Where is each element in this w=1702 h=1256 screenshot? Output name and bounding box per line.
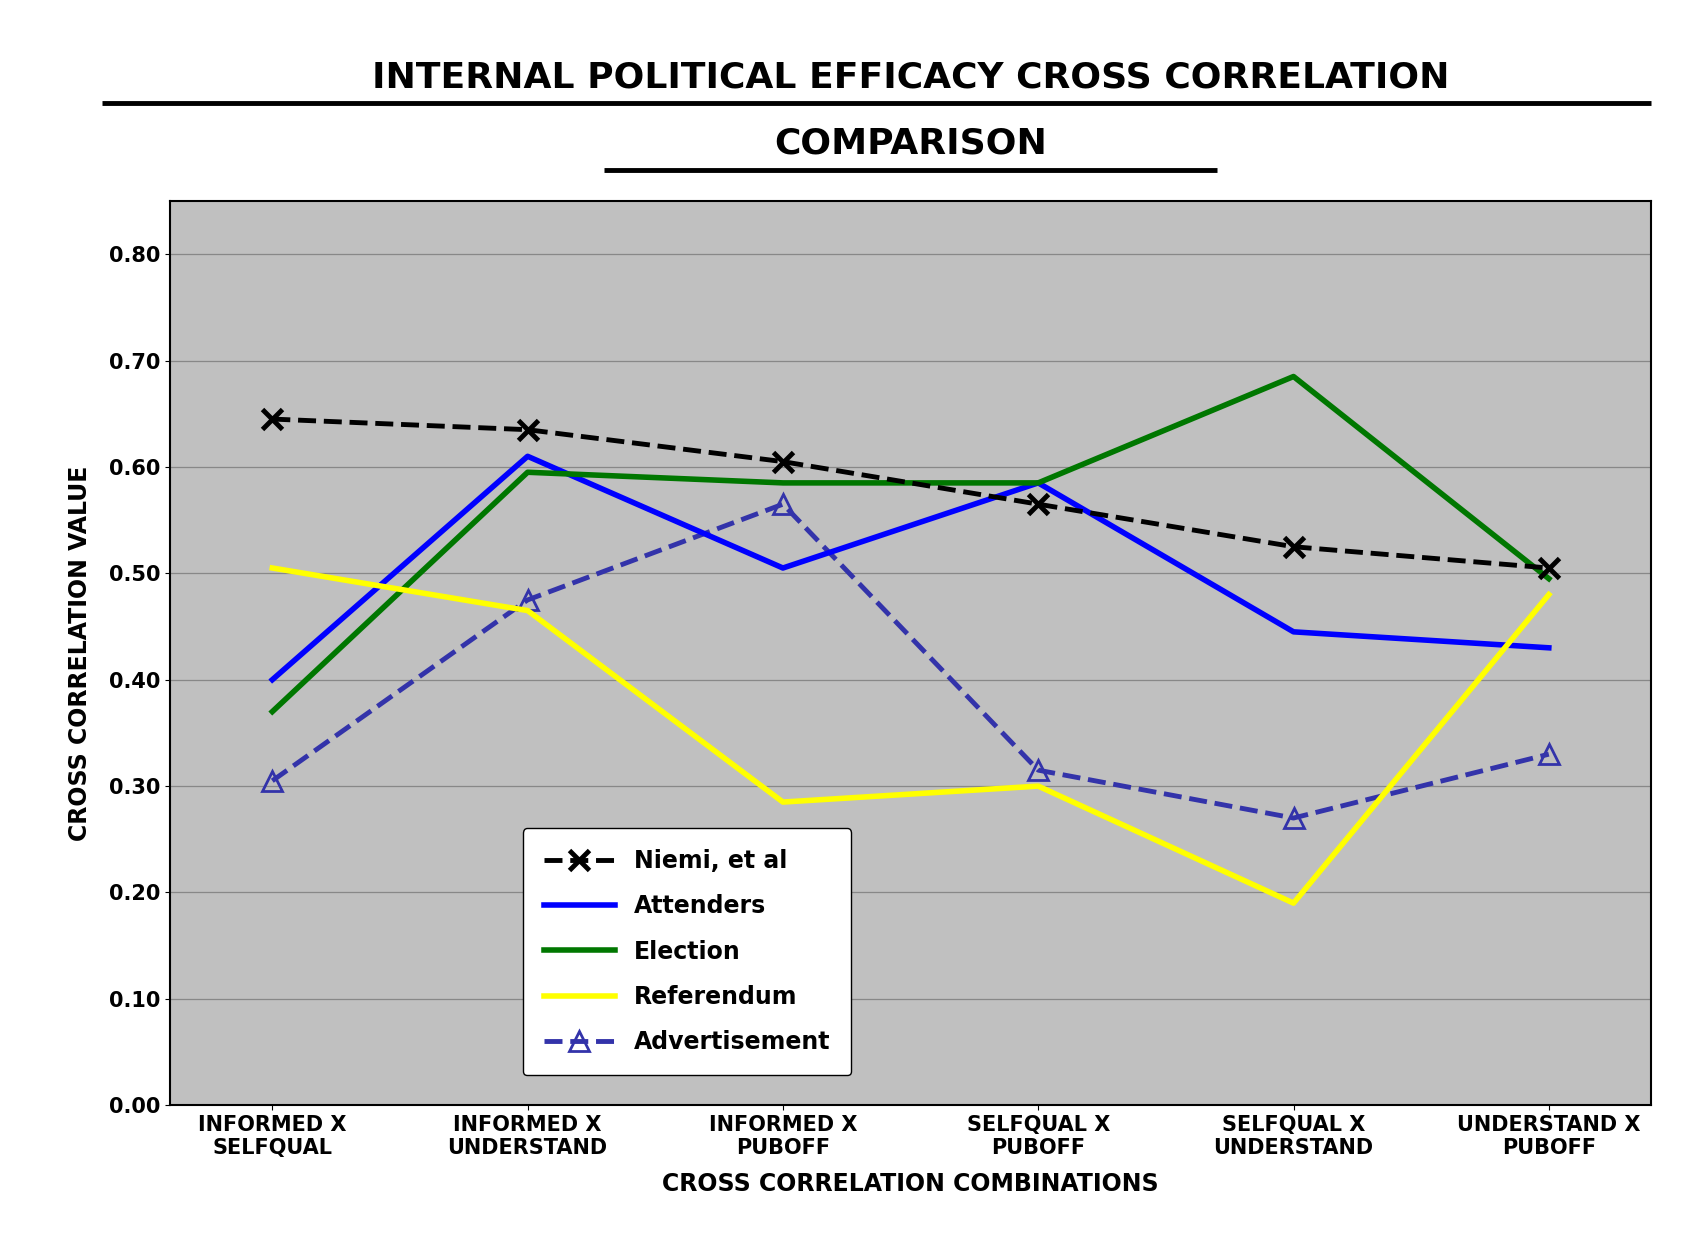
Line: Referendum: Referendum [272, 568, 1549, 903]
Line: Election: Election [272, 377, 1549, 712]
Referendum [1283, 896, 1304, 911]
Line: Advertisement: Advertisement [262, 495, 1559, 828]
Niemi, et al [1028, 496, 1048, 511]
Niemi, et al [262, 412, 283, 427]
Referendum [262, 560, 283, 575]
Niemi, et al [773, 455, 793, 470]
Niemi, et al [1283, 539, 1304, 554]
Referendum [1028, 779, 1048, 794]
Attenders [1539, 641, 1559, 656]
Referendum [1539, 587, 1559, 602]
Attenders [1283, 624, 1304, 639]
Advertisement [1028, 762, 1048, 777]
Advertisement [517, 593, 538, 608]
Line: Attenders: Attenders [272, 456, 1549, 679]
Election [1028, 475, 1048, 490]
Attenders [517, 448, 538, 463]
Referendum [773, 795, 793, 810]
Attenders [1028, 475, 1048, 490]
Line: Niemi, et al: Niemi, et al [262, 408, 1559, 579]
X-axis label: CROSS CORRELATION COMBINATIONS: CROSS CORRELATION COMBINATIONS [662, 1172, 1159, 1196]
Attenders [262, 672, 283, 687]
Y-axis label: CROSS CORRELATION VALUE: CROSS CORRELATION VALUE [68, 466, 92, 840]
Niemi, et al [1539, 560, 1559, 575]
Legend: Niemi, et al, Attenders, Election, Referendum, Advertisement: Niemi, et al, Attenders, Election, Refer… [523, 828, 851, 1075]
Advertisement [1539, 746, 1559, 761]
Election [517, 465, 538, 480]
Advertisement [1283, 810, 1304, 825]
Election [1283, 369, 1304, 384]
Election [1539, 571, 1559, 587]
Attenders [773, 560, 793, 575]
Referendum [517, 603, 538, 618]
Advertisement [262, 774, 283, 789]
Niemi, et al [517, 422, 538, 437]
Text: COMPARISON: COMPARISON [774, 127, 1047, 161]
Election [773, 475, 793, 490]
Election [262, 705, 283, 720]
Text: INTERNAL POLITICAL EFFICACY CROSS CORRELATION: INTERNAL POLITICAL EFFICACY CROSS CORREL… [371, 60, 1450, 94]
Advertisement [773, 496, 793, 511]
